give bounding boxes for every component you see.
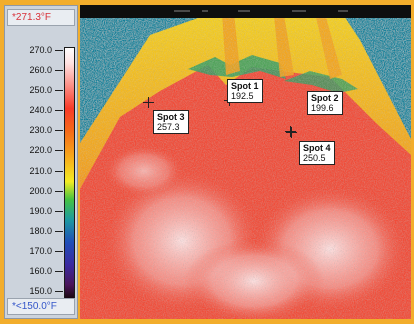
spot-4-label[interactable]: Spot 4 250.5	[299, 141, 335, 165]
spot-name: Spot 1	[231, 81, 259, 91]
min-temperature-limit[interactable]: *<150.0°F	[7, 298, 75, 315]
spot-temperature: 250.5	[303, 153, 326, 163]
spot-4-marker[interactable]	[285, 126, 296, 137]
tick-mark	[55, 130, 63, 132]
temperature-scale-panel: *271.3°F 270.0 260.0 250.0 240.0 230.0 2…	[4, 5, 78, 319]
toolbar-indicator	[338, 10, 348, 12]
toolbar-indicator	[174, 10, 190, 12]
tick-label: 210.0	[29, 165, 52, 176]
tick-mark	[55, 270, 63, 272]
tick-label: 240.0	[29, 105, 52, 116]
thermal-image-canvas	[80, 5, 411, 319]
image-texture	[80, 5, 411, 319]
tick-mark	[55, 250, 63, 252]
tick-mark	[55, 170, 63, 172]
tick-label: 150.0	[29, 286, 52, 296]
tick-mark	[55, 70, 63, 72]
tick-label: 180.0	[29, 225, 52, 236]
tick-label: 190.0	[29, 205, 52, 216]
spot-temperature: 192.5	[231, 91, 254, 101]
spot-3-marker[interactable]	[143, 97, 154, 108]
tick-mark	[55, 230, 63, 232]
spot-temperature: 257.3	[157, 122, 180, 132]
max-temperature-limit[interactable]: *271.3°F	[7, 9, 75, 26]
toolbar-indicator	[238, 10, 250, 12]
toolbar-indicator	[202, 10, 208, 12]
tick-label: 170.0	[29, 245, 52, 256]
spot-name: Spot 3	[157, 112, 185, 122]
thermal-image[interactable]: Spot 3 257.3 Spot 1 192.5 Spot 2 199.6 S…	[80, 5, 411, 319]
tick-label: 230.0	[29, 125, 52, 136]
spot-name: Spot 2	[311, 93, 339, 103]
tick-mark	[55, 190, 63, 192]
tick-label: 200.0	[29, 185, 52, 196]
tick-label: 260.0	[29, 65, 52, 76]
tick-label: 270.0	[29, 45, 52, 55]
scale-tick-labels: 270.0 260.0 250.0 240.0 230.0 220.0 210.…	[5, 6, 79, 320]
tick-mark	[55, 90, 63, 92]
tick-mark	[55, 50, 63, 51]
image-top-toolbar-strip	[80, 5, 411, 18]
spot-temperature: 199.6	[311, 103, 334, 113]
spot-3-label[interactable]: Spot 3 257.3	[153, 110, 189, 134]
spot-name: Spot 4	[303, 143, 331, 153]
tick-mark	[55, 210, 63, 212]
tick-mark	[55, 291, 63, 292]
tick-mark	[55, 150, 63, 152]
tick-label: 160.0	[29, 265, 52, 276]
tick-label: 220.0	[29, 145, 52, 156]
tick-label: 250.0	[29, 85, 52, 96]
tick-mark	[55, 110, 63, 112]
spot-2-marker[interactable]	[286, 127, 297, 138]
toolbar-indicator	[292, 10, 306, 12]
spot-1-label[interactable]: Spot 1 192.5	[227, 79, 263, 103]
spot-2-label[interactable]: Spot 2 199.6	[307, 91, 343, 115]
